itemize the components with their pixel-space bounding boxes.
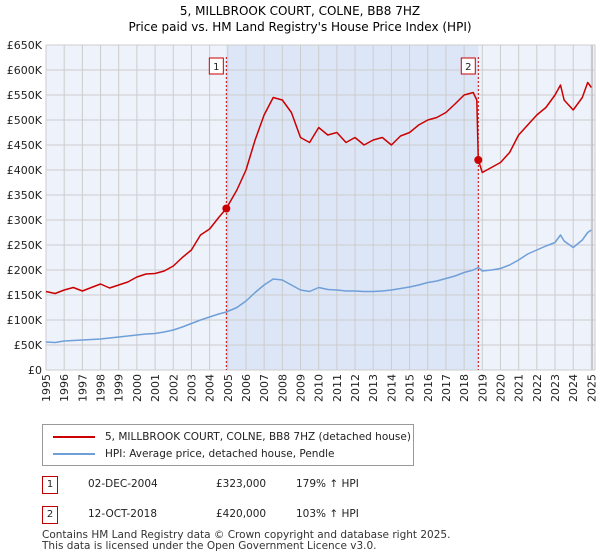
x-tick-label: 2016 — [422, 374, 435, 402]
chart-subtitle: Price paid vs. HM Land Registry's House … — [128, 20, 471, 34]
x-tick-label: 2020 — [494, 374, 507, 402]
x-tick-label: 2017 — [440, 374, 453, 402]
x-tick-label: 2021 — [513, 374, 526, 402]
x-tick-label: 2006 — [240, 374, 253, 402]
x-tick-label: 2012 — [349, 374, 362, 402]
x-tick-label: 2022 — [531, 374, 544, 402]
sale-price: £323,000 — [216, 478, 267, 490]
sale-price: £420,000 — [216, 508, 267, 520]
legend-label-hpi: HPI: Average price, detached house, Pend… — [105, 448, 335, 460]
x-tick-label: 1998 — [95, 374, 108, 402]
sale-point — [474, 156, 483, 164]
y-tick-label: £200K — [7, 264, 43, 277]
footer-attribution: Contains HM Land Registry data © Crown c… — [42, 530, 450, 552]
x-tick-label: 2008 — [276, 374, 289, 402]
x-tick-label: 2018 — [458, 374, 471, 402]
y-tick-label: £350K — [7, 189, 43, 202]
sale-marker-box — [208, 57, 224, 75]
sale-marker-label: 1 — [213, 62, 219, 73]
x-tick-label: 1996 — [58, 374, 71, 402]
x-tick-label: 1997 — [76, 374, 89, 402]
legend-item-hpi: HPI: Average price, detached house, Pend… — [53, 446, 334, 462]
sale-marker-box — [460, 57, 476, 75]
x-tick-label: 2001 — [149, 374, 162, 402]
x-tick-label: 2019 — [476, 374, 489, 402]
y-tick-label: £550K — [7, 89, 43, 102]
chart-title: 5, MILLBROOK COURT, COLNE, BB8 7HZ — [180, 4, 420, 18]
plot-frame — [45, 44, 596, 371]
sale-hpi-change: 103% ↑ HPI — [296, 508, 359, 520]
sale-row-1: 1 02-DEC-2004 £323,000 179% ↑ HPI — [42, 476, 582, 496]
legend-label-property: 5, MILLBROOK COURT, COLNE, BB8 7HZ (deta… — [105, 431, 411, 443]
sale-marker-label: 2 — [465, 62, 471, 73]
ownership-shade — [226, 45, 479, 370]
x-tick-label: 2024 — [567, 374, 580, 402]
sale-number-badge: 1 — [42, 476, 58, 494]
x-tick-label: 2007 — [258, 374, 271, 402]
y-tick-label: £600K — [7, 64, 43, 77]
y-tick-label: £650K — [7, 39, 43, 52]
x-tick-label: 2023 — [549, 374, 562, 402]
y-tick-label: £0 — [28, 364, 42, 377]
footer-line-2: This data is licensed under the Open Gov… — [42, 540, 377, 552]
x-tick-label: 2003 — [185, 374, 198, 402]
x-tick-label: 2004 — [204, 374, 217, 402]
x-tick-label: 2025 — [585, 374, 598, 402]
property-price-line — [45, 81, 593, 295]
y-tick-label: £150K — [7, 289, 43, 302]
y-tick-label: £100K — [7, 314, 43, 327]
footer-line-1: Contains HM Land Registry data © Crown c… — [42, 529, 451, 541]
chart: 5, MILLBROOK COURT, COLNE, BB8 7HZ Price… — [7, 4, 599, 402]
legend-line-property — [53, 436, 95, 438]
y-tick-label: £450K — [7, 139, 43, 152]
x-tick-label: 2002 — [167, 374, 180, 402]
x-tick-label: 2015 — [404, 374, 417, 402]
legend: 5, MILLBROOK COURT, COLNE, BB8 7HZ (deta… — [42, 424, 414, 466]
x-tick-label: 1995 — [40, 374, 53, 402]
x-tick-label: 2009 — [295, 374, 308, 402]
legend-line-hpi — [53, 453, 95, 455]
x-tick-label: 2010 — [313, 374, 326, 402]
sale-date: 02-DEC-2004 — [88, 478, 158, 490]
x-tick-label: 2014 — [385, 374, 398, 402]
legend-item-property: 5, MILLBROOK COURT, COLNE, BB8 7HZ (deta… — [53, 429, 411, 445]
hpi-line — [45, 229, 592, 344]
x-tick-label: 2013 — [367, 374, 380, 402]
x-tick-label: 2000 — [131, 374, 144, 402]
y-tick-label: £50K — [14, 339, 43, 352]
y-tick-label: £400K — [7, 164, 43, 177]
sale-date: 12-OCT-2018 — [88, 508, 157, 520]
y-tick-label: £250K — [7, 239, 43, 252]
sale-point — [222, 204, 231, 213]
sale-row-2: 2 12-OCT-2018 £420,000 103% ↑ HPI — [42, 506, 582, 526]
sale-hpi-change: 179% ↑ HPI — [296, 478, 359, 490]
y-tick-label: £500K — [7, 114, 43, 127]
x-tick-label: 1999 — [113, 374, 126, 402]
x-tick-label: 2005 — [222, 374, 235, 402]
x-tick-label: 2011 — [331, 374, 344, 402]
y-tick-label: £300K — [7, 214, 43, 227]
sale-number-badge: 2 — [42, 506, 58, 524]
